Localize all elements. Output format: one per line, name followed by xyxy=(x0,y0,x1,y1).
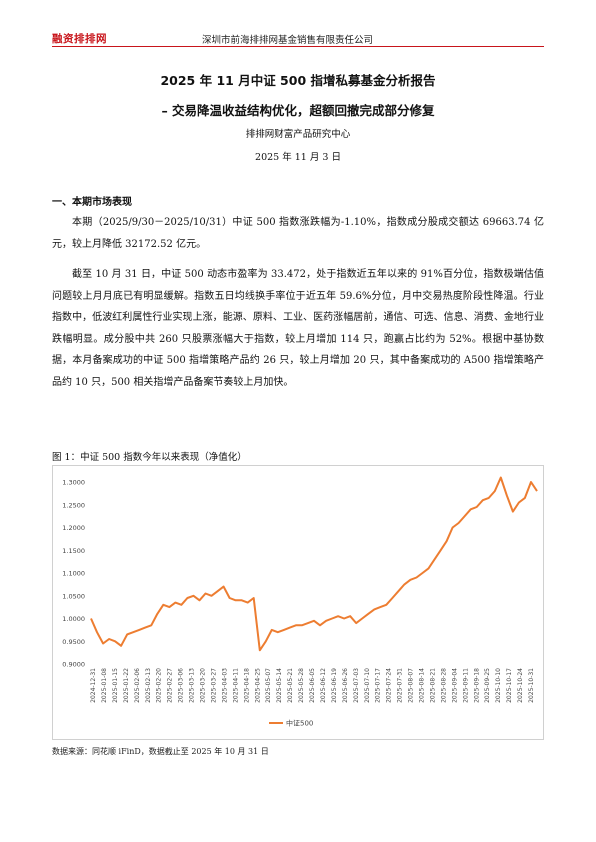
x-tick-label: 2025-04-18 xyxy=(243,668,250,703)
x-tick-label: 2025-02-20 xyxy=(156,668,163,703)
x-tick-label: 2025-08-07 xyxy=(408,668,415,703)
x-tick-label: 2025-06-26 xyxy=(342,668,349,703)
paragraph-2: 截至 10 月 31 日，中证 500 动态市盈率为 33.472，处于指数近五… xyxy=(52,269,544,388)
x-tick-label: 2025-09-18 xyxy=(473,668,480,703)
y-tick-label: 1.3000 xyxy=(62,479,85,487)
x-tick-label: 2025-09-04 xyxy=(451,668,458,703)
x-tick-label: 2025-04-03 xyxy=(221,668,228,703)
y-tick-label: 1.0500 xyxy=(62,592,85,600)
x-tick-label: 2025-03-20 xyxy=(200,668,207,703)
x-tick-label: 2025-06-19 xyxy=(331,668,338,703)
x-tick-label: 2025-01-22 xyxy=(123,668,130,703)
y-tick-label: 1.0000 xyxy=(62,615,85,623)
x-tick-label: 2025-01-15 xyxy=(112,668,119,703)
x-tick-label: 2025-02-06 xyxy=(134,668,141,703)
report-date: 2025 年 11 月 3 日 xyxy=(255,152,341,163)
x-tick-label: 2025-05-07 xyxy=(265,668,272,703)
section-heading: 一、本期市场表现 xyxy=(52,197,132,208)
data-source: 数据来源：同花顺 iFinD，数据截止至 2025 年 10 月 31 日 xyxy=(52,747,269,756)
x-tick-label: 2025-10-10 xyxy=(495,668,502,703)
x-tick-label: 2025-04-11 xyxy=(232,668,239,703)
x-tick-label: 2025-10-31 xyxy=(528,668,535,703)
x-tick-label: 2025-09-25 xyxy=(484,668,491,703)
x-tick-label: 2025-06-05 xyxy=(309,668,316,703)
x-tick-label: 2025-03-13 xyxy=(189,668,196,703)
report-author: 排排网财富产品研究中心 xyxy=(245,129,351,140)
y-tick-label: 1.1000 xyxy=(62,570,85,578)
header-rule xyxy=(52,46,544,47)
x-tick-label: 2025-02-27 xyxy=(167,668,174,703)
report-subtitle: – 交易降温收益结构优化，超额回撤完成部分修复 xyxy=(161,103,435,118)
x-tick-label: 2025-07-24 xyxy=(386,668,393,703)
x-tick-label: 2025-07-03 xyxy=(353,668,360,703)
x-tick-label: 2025-06-12 xyxy=(320,668,327,703)
paragraph-1: 本期（2025/9/30－2025/10/31）中证 500 指数涨跌幅为-1.… xyxy=(52,217,544,250)
x-tick-label: 2025-01-08 xyxy=(101,668,108,703)
series-line xyxy=(90,476,538,652)
x-tick-label: 2025-02-13 xyxy=(145,668,152,703)
x-tick-label: 2025-04-25 xyxy=(254,668,261,703)
y-tick-label: 1.2000 xyxy=(62,524,85,532)
x-tick-label: 2025-10-24 xyxy=(517,668,524,703)
report-title: 2025 年 11 月中证 500 指增私募基金分析报告 xyxy=(160,73,436,88)
x-tick-label: 2025-08-14 xyxy=(419,668,426,703)
x-tick-label: 2025-08-21 xyxy=(429,668,436,703)
figure-caption: 图 1：中证 500 指数今年以来表现（净值化） xyxy=(52,452,247,463)
y-tick-label: 0.9000 xyxy=(62,661,85,669)
x-tick-label: 2025-05-21 xyxy=(287,668,294,703)
x-tick-label: 2025-08-28 xyxy=(440,668,447,703)
page-header: 融资排排网 深圳市前海排排网基金销售有限责任公司 xyxy=(52,28,544,48)
x-tick-label: 2025-07-17 xyxy=(375,668,382,703)
x-tick-label: 2025-07-10 xyxy=(364,668,371,703)
x-tick-label: 2025-03-27 xyxy=(210,668,217,703)
y-tick-label: 1.1500 xyxy=(62,547,85,555)
y-tick-label: 0.9500 xyxy=(62,638,85,646)
company-name: 深圳市前海排排网基金销售有限责任公司 xyxy=(202,35,374,46)
x-tick-label: 2025-09-11 xyxy=(462,668,469,703)
x-tick-label: 2025-10-17 xyxy=(506,668,513,703)
x-tick-label: 2025-05-28 xyxy=(298,668,305,703)
y-tick-label: 1.2500 xyxy=(62,501,85,509)
line-chart: 0.9000 0.9500 1.0000 1.0500 1.1000 1.1500 1.20… xyxy=(52,465,544,740)
chart-svg: 0.9000 0.9500 1.0000 1.0500 1.1000 1.1500 1.20… xyxy=(62,476,538,728)
legend-label: 中证500 xyxy=(286,719,313,728)
x-tick-label: 2024-12-31 xyxy=(90,668,97,703)
x-tick-label: 2025-05-14 xyxy=(276,668,283,703)
x-tick-label: 2025-07-31 xyxy=(397,668,404,703)
x-tick-label: 2025-03-06 xyxy=(178,668,185,703)
brand-logo: 融资排排网 xyxy=(52,33,107,45)
